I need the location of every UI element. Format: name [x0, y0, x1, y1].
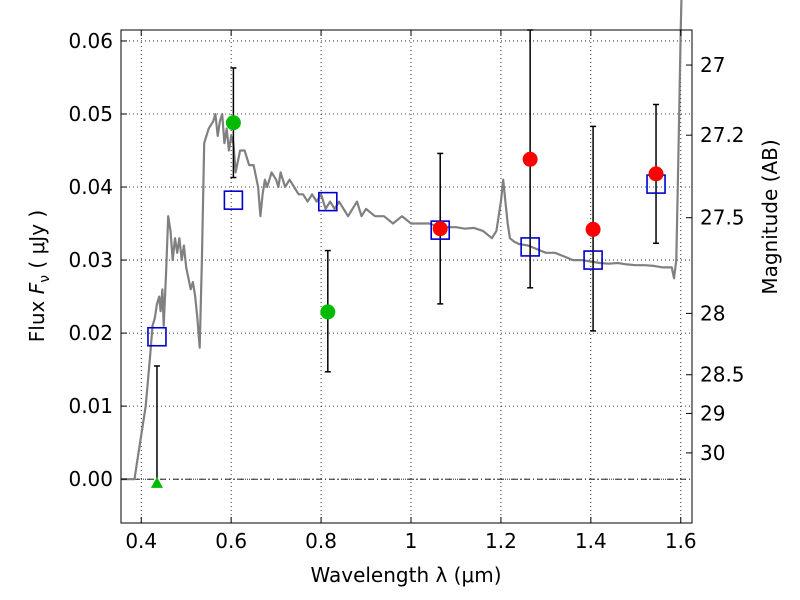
y2-tick-labels: 27 27.2 27.5 28 28.5 29 30 — [700, 53, 745, 465]
y-axis-label-prefix: Flux — [25, 294, 49, 342]
y-axis-label-subscript: ν — [37, 275, 53, 283]
x-tick-label: 1.4 — [575, 529, 607, 553]
y2-tick-label: 28.5 — [700, 363, 745, 387]
y-tick-labels: 0.00 0.01 0.02 0.03 0.04 0.05 0.06 — [68, 29, 113, 491]
y2-tick-label: 27.2 — [700, 123, 745, 147]
plot-frame — [120, 29, 693, 524]
y2-tick-label: 27.5 — [700, 206, 745, 230]
y-tick-label: 0.05 — [68, 102, 113, 126]
x-tick-label: 0.6 — [215, 529, 247, 553]
x-tick-label: 1.2 — [485, 529, 517, 553]
red-point — [648, 166, 664, 182]
y2-tick-label: 30 — [700, 441, 725, 465]
red-point — [432, 221, 448, 237]
template-point — [318, 191, 338, 212]
y-tick-label: 0.00 — [68, 467, 113, 491]
green-point — [320, 304, 336, 320]
model-sed-line — [121, 0, 683, 481]
y-tick-label: 0.04 — [68, 175, 113, 199]
green-points — [150, 115, 336, 488]
template-point — [223, 190, 244, 210]
x-tick-label: 1 — [405, 529, 418, 553]
red-point — [585, 221, 601, 237]
template-point — [520, 237, 540, 257]
red-point — [522, 151, 538, 167]
x-axis-label: Wavelength λ (μm) — [310, 563, 501, 587]
template-point — [430, 220, 451, 240]
y-tick-label: 0.03 — [68, 248, 113, 272]
template-point — [147, 326, 167, 347]
y2-axis-label: Magnitude (AB) — [758, 139, 782, 294]
green-upper-limit-triangle — [150, 476, 163, 488]
x-tick-label: 0.4 — [125, 529, 157, 553]
x-tick-label: 0.8 — [305, 529, 337, 553]
y-axis-label-suffix: ( μJy ) — [25, 210, 49, 275]
y-axis-label-symbol: F — [25, 282, 49, 294]
green-point — [225, 115, 241, 131]
y2-tick-label: 29 — [700, 401, 725, 425]
y-tick-label: 0.06 — [68, 29, 113, 53]
axis-ticks — [121, 30, 692, 523]
x-tick-label: 1.6 — [665, 529, 697, 553]
x-tick-labels: 0.4 0.6 0.8 1 1.2 1.4 1.6 — [125, 529, 696, 553]
y-axis-label: Flux Fν ( μJy ) — [25, 210, 53, 342]
y2-tick-label: 28 — [700, 301, 725, 325]
y-tick-label: 0.02 — [68, 321, 113, 345]
y-tick-label: 0.01 — [68, 394, 113, 418]
error-bars — [153, 29, 660, 484]
model-sed-curve — [121, 0, 683, 481]
red-points — [432, 151, 664, 237]
template-point — [583, 250, 603, 270]
grid-lines — [121, 30, 692, 523]
y2-tick-label: 27 — [700, 53, 725, 77]
